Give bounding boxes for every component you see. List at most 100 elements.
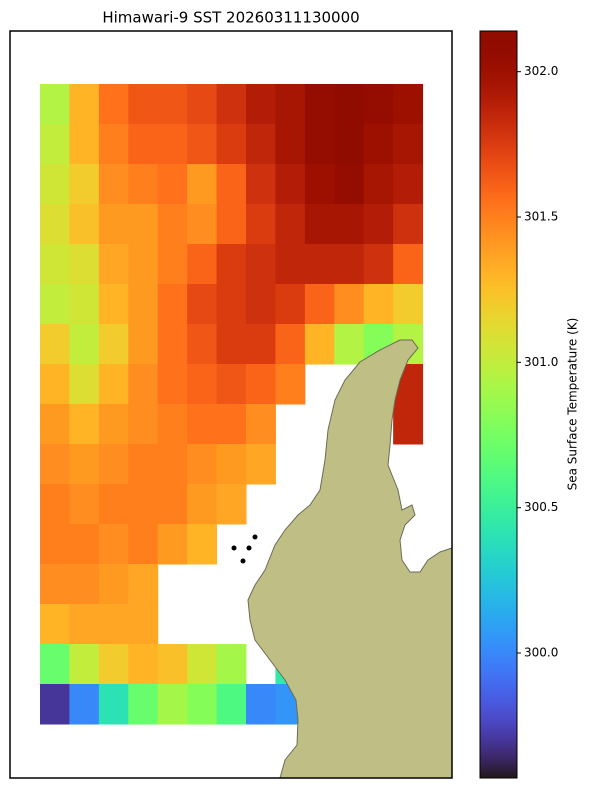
sst-cell — [157, 324, 188, 365]
sst-cell — [304, 284, 335, 325]
sst-cell — [69, 564, 100, 605]
sst-cell — [98, 484, 129, 525]
sst-cell — [275, 364, 306, 405]
sst-cell — [216, 484, 247, 525]
sst-cell — [216, 444, 247, 485]
colorbar — [479, 30, 518, 779]
sst-cell — [246, 244, 276, 285]
sst-cell — [275, 164, 306, 205]
sst-cell — [40, 524, 70, 565]
sst-cell — [187, 644, 218, 685]
sst-cell — [128, 404, 159, 445]
sst-cell — [363, 244, 394, 285]
sst-cell — [216, 684, 247, 725]
sst-cell — [187, 444, 218, 485]
sst-cell — [275, 324, 306, 365]
sst-cell — [128, 324, 159, 365]
station-dot — [246, 545, 252, 551]
sst-cell — [128, 524, 159, 565]
sst-cell — [275, 284, 306, 325]
sst-cell — [216, 164, 247, 205]
sst-cell — [216, 244, 247, 285]
sst-cell — [246, 444, 276, 485]
sst-cell — [334, 284, 365, 325]
sst-cell — [187, 404, 218, 445]
sst-cell — [128, 124, 159, 165]
sst-cell — [187, 364, 218, 405]
sst-cell — [216, 404, 247, 445]
sst-cell — [128, 604, 159, 645]
sst-cell — [40, 84, 70, 125]
sst-cell — [216, 204, 247, 245]
sst-cell — [246, 364, 276, 405]
sst-raster — [40, 84, 424, 725]
sst-cell — [187, 324, 218, 365]
chart-title: Himawari-9 SST 20260311130000 — [102, 9, 359, 27]
sst-cell — [187, 164, 218, 205]
colorbar-label: Sea Surface Temperature (K) — [566, 318, 580, 491]
sst-cell — [128, 644, 159, 685]
sst-cell — [69, 644, 100, 685]
sst-cell — [98, 324, 129, 365]
sst-cell — [69, 524, 100, 565]
sst-cell — [363, 204, 394, 245]
sst-cell — [69, 84, 100, 125]
sst-cell — [98, 644, 129, 685]
sst-cell — [393, 204, 424, 245]
colorbar-tick-label: 302.0 — [524, 64, 558, 78]
sst-cell — [334, 324, 365, 365]
sst-cell — [98, 404, 129, 445]
sst-cell — [69, 484, 100, 525]
sst-cell — [334, 244, 365, 285]
sst-cell — [40, 684, 70, 725]
sst-cell — [40, 164, 70, 205]
sst-cell — [157, 644, 188, 685]
sst-cell — [40, 604, 70, 645]
colorbar-tick-label: 301.0 — [524, 355, 558, 369]
sst-cell — [275, 84, 306, 125]
sst-cell — [246, 684, 276, 725]
sst-cell — [128, 84, 159, 125]
sst-cell — [363, 164, 394, 205]
sst-cell — [334, 164, 365, 205]
sst-cell — [40, 484, 70, 525]
sst-cell — [216, 364, 247, 405]
sst-cell — [246, 124, 276, 165]
station-dot — [252, 534, 258, 540]
sst-cell — [98, 524, 129, 565]
sst-cell — [334, 204, 365, 245]
sst-cell — [128, 284, 159, 325]
sst-cell — [98, 604, 129, 645]
sst-cell — [98, 444, 129, 485]
sst-cell — [275, 124, 306, 165]
sst-cell — [98, 84, 129, 125]
sst-cell — [304, 244, 335, 285]
sst-cell — [187, 124, 218, 165]
colorbar-tick-label: 301.5 — [524, 210, 558, 224]
sst-cell — [40, 324, 70, 365]
sst-cell — [216, 324, 247, 365]
sst-cell — [40, 244, 70, 285]
sst-cell — [157, 484, 188, 525]
sst-cell — [128, 684, 159, 725]
sst-cell — [187, 684, 218, 725]
sst-cell — [69, 684, 100, 725]
sst-cell — [98, 364, 129, 405]
sst-cell — [393, 244, 424, 285]
sst-cell — [69, 204, 100, 245]
sst-cell — [128, 244, 159, 285]
sst-cell — [304, 84, 335, 125]
sst-cell — [69, 244, 100, 285]
sst-cell — [69, 124, 100, 165]
sst-cell — [187, 484, 218, 525]
sst-cell — [98, 204, 129, 245]
sst-cell — [157, 124, 188, 165]
sst-cell — [40, 204, 70, 245]
sst-cell — [216, 124, 247, 165]
sst-cell — [128, 484, 159, 525]
sst-cell — [187, 524, 218, 565]
plot-frame — [9, 30, 453, 779]
sst-cell — [40, 284, 70, 325]
sst-cell — [157, 684, 188, 725]
sst-cell — [334, 124, 365, 165]
